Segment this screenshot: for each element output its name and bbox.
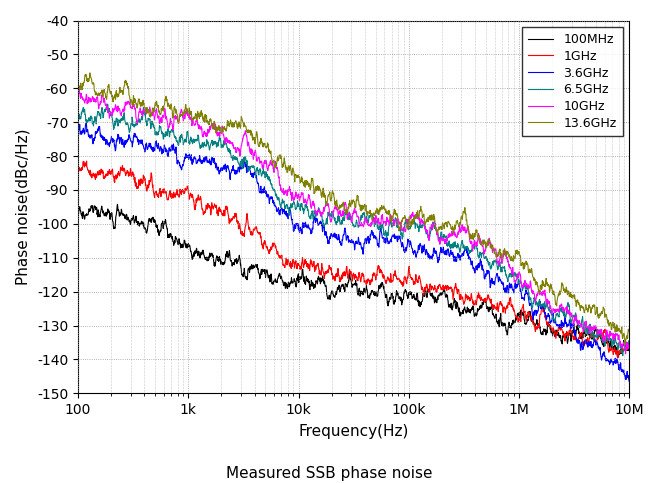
Text: Measured SSB phase noise: Measured SSB phase noise [226,466,433,481]
13.6GHz [86,70,94,76]
13.6GHz [328,195,335,200]
Line: 100MHz: 100MHz [78,204,629,356]
100MHz [343,282,351,287]
6.5GHz [625,341,633,346]
1GHz [625,339,633,345]
1GHz [82,158,90,164]
6.5GHz [102,105,110,111]
100MHz [102,210,110,215]
100MHz [609,346,617,352]
X-axis label: Frequency(Hz): Frequency(Hz) [299,424,409,439]
13.6GHz [103,97,111,102]
13.6GHz [508,256,516,262]
10GHz [75,86,83,92]
Line: 10GHz: 10GHz [78,89,629,354]
Line: 13.6GHz: 13.6GHz [78,73,629,344]
1GHz [328,270,335,276]
3.6GHz [328,231,335,237]
13.6GHz [625,328,633,334]
6.5GHz [609,337,617,342]
13.6GHz [610,322,617,327]
1GHz [614,355,622,361]
3.6GHz [610,360,617,366]
3.6GHz [343,237,351,243]
3.6GHz [103,138,111,143]
Legend: 100MHz, 1GHz, 3.6GHz, 6.5GHz, 10GHz, 13.6GHz: 100MHz, 1GHz, 3.6GHz, 6.5GHz, 10GHz, 13.… [522,27,623,136]
1GHz [508,304,516,310]
3.6GHz [74,129,82,135]
100MHz [610,347,617,353]
Line: 6.5GHz: 6.5GHz [78,104,629,355]
3.6GHz [625,379,633,384]
3.6GHz [609,362,617,368]
10GHz [609,336,617,341]
Y-axis label: Phase noise(dBc/Hz): Phase noise(dBc/Hz) [15,128,30,285]
10GHz [343,206,351,212]
100MHz [614,354,621,359]
13.6GHz [609,323,617,328]
1GHz [609,352,617,357]
6.5GHz [328,211,335,217]
100MHz [625,345,633,351]
13.6GHz [74,82,82,88]
10GHz [621,351,629,357]
6.5GHz [103,101,111,107]
10GHz [103,102,111,108]
6.5GHz [619,353,627,358]
100MHz [113,201,121,207]
13.6GHz [621,341,629,347]
6.5GHz [610,339,617,345]
13.6GHz [343,208,351,214]
10GHz [610,331,617,337]
10GHz [328,216,335,222]
Line: 3.6GHz: 3.6GHz [78,123,629,382]
10GHz [625,346,633,352]
6.5GHz [74,113,82,118]
3.6GHz [508,286,516,292]
10GHz [508,270,516,275]
1GHz [103,171,111,177]
3.6GHz [82,120,90,126]
100MHz [328,288,335,294]
1GHz [343,266,351,271]
100MHz [508,322,516,327]
100MHz [74,211,82,216]
1GHz [610,350,617,356]
Line: 1GHz: 1GHz [78,161,629,358]
6.5GHz [343,211,351,216]
10GHz [74,96,82,101]
1GHz [74,163,82,169]
6.5GHz [508,273,516,279]
